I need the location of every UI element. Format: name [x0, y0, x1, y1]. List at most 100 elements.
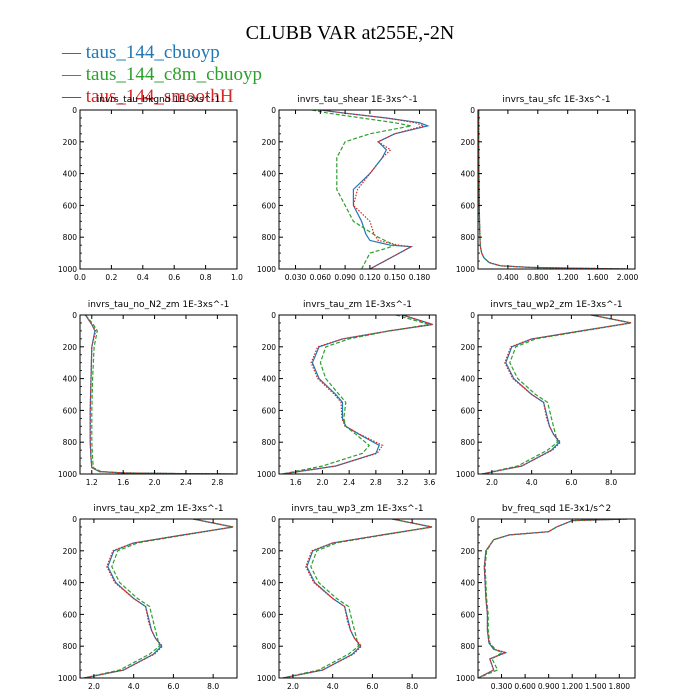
panel-title: invrs_tau_shear 1E-3xs^-1: [297, 95, 418, 105]
y-tick-label: 200: [262, 343, 277, 352]
series-line-taus-144-c8m-cbuoyp: [481, 315, 632, 474]
x-tick-label: 1.600: [587, 273, 609, 282]
x-tick-label: 2.000: [617, 273, 639, 282]
series-line-taus-144-smoothH: [282, 315, 433, 474]
x-tick-label: 0.150: [384, 273, 406, 282]
x-tick-label: 0.180: [409, 273, 431, 282]
panel-9: bv_freq_sqd 1E-3x1/s^2 0 200 400 600 800 1000 0…: [456, 504, 636, 691]
x-tick-label: 4.0: [327, 682, 339, 691]
x-tick-label: 2.0: [287, 682, 299, 691]
series-line-taus-144-smoothH: [84, 315, 234, 474]
y-tick-label: 400: [461, 375, 476, 384]
legend-marker-smoothh: —: [62, 86, 86, 107]
y-tick-label: 0: [72, 311, 77, 320]
y-tick-label: 200: [262, 547, 277, 556]
y-tick-label: 200: [461, 343, 476, 352]
series-line-taus-144-c8m-cbuoyp: [478, 110, 628, 269]
x-tick-label: 2.0: [88, 682, 100, 691]
panel-title: invrs_tau_xp2_zm 1E-3xs^-1: [93, 504, 223, 514]
panel-8: invrs_tau_wp3_zm 1E-3xs^-1 0 200 400 600 800 1…: [257, 504, 437, 691]
y-tick-label: 600: [461, 201, 476, 210]
x-tick-label: 3.2: [397, 478, 409, 487]
x-tick-label: 0.060: [310, 273, 332, 282]
y-tick-label: 600: [461, 610, 476, 619]
series-line-taus-144-smoothH: [481, 315, 632, 474]
x-tick-label: 4.0: [128, 682, 140, 691]
x-tick-label: 2.4: [180, 478, 192, 487]
y-tick-label: 600: [461, 406, 476, 415]
plot-frame: [278, 314, 437, 475]
x-tick-label: 8.0: [605, 478, 617, 487]
panel-6: invrs_tau_wp2_zm 1E-3xs^-1 0 200 400 600 800 1…: [456, 300, 636, 487]
x-tick-label: 0.6: [168, 273, 180, 282]
series-line-taus-144-smoothH: [478, 519, 628, 678]
plot-frame: [278, 518, 437, 679]
x-tick-label: 6.0: [366, 682, 378, 691]
y-tick-label: 0: [470, 106, 475, 115]
y-tick-label: 800: [262, 438, 277, 447]
panel-5: invrs_tau_zm 1E-3xs^-1 0 200 400 600 800 1000 1…: [257, 300, 437, 487]
series-line-taus-144-smoothH: [320, 110, 426, 269]
x-tick-label: 0.090: [334, 273, 356, 282]
series-line-taus-144-cbuoyp: [478, 519, 628, 678]
y-tick-label: 200: [63, 547, 78, 556]
x-tick-label: 0.900: [538, 682, 560, 691]
y-tick-label: 1000: [456, 265, 475, 274]
panel-title: invrs_tau_bkgnd 1E-3xs^-1: [97, 95, 221, 105]
x-tick-label: 4.0: [526, 478, 538, 487]
y-tick-label: 400: [461, 170, 476, 179]
legend-entry-smoothh: — taus_144_smoothH: [62, 86, 234, 108]
x-tick-label: 1.500: [585, 682, 607, 691]
y-tick-label: 1000: [456, 674, 475, 683]
y-tick-label: 1000: [58, 674, 77, 683]
series-line-taus-144-smoothH: [282, 519, 433, 678]
series-line-taus-144-cbuoyp: [83, 519, 234, 678]
series-line-taus-144-c8m-cbuoyp: [282, 519, 433, 678]
panel-7: invrs_tau_xp2_zm 1E-3xs^-1 0 200 400 600 800 1…: [58, 504, 238, 691]
x-tick-label: 2.4: [343, 478, 355, 487]
y-tick-label: 400: [262, 579, 277, 588]
y-tick-label: 800: [461, 642, 476, 651]
y-tick-label: 1000: [58, 470, 77, 479]
y-tick-label: 600: [262, 406, 277, 415]
panel-title: bv_freq_sqd 1E-3x1/s^2: [502, 504, 611, 514]
x-tick-label: 8.0: [207, 682, 219, 691]
x-tick-label: 2.0: [486, 478, 498, 487]
panel-title: invrs_tau_wp3_zm 1E-3xs^-1: [291, 504, 423, 514]
y-tick-label: 600: [262, 201, 277, 210]
x-tick-label: 0.800: [527, 273, 549, 282]
plot-frame: [79, 314, 238, 475]
panel-3: invrs_tau_sfc 1E-3xs^-1 0 200 400 600 800 1000…: [456, 95, 639, 282]
series-line-taus-144-c8m-cbuoyp: [83, 519, 234, 678]
legend-entry-cbuoyp: — taus_144_cbuoyp: [62, 42, 220, 64]
series-line-taus-144-cbuoyp: [481, 315, 632, 474]
series-line-taus-144-c8m-cbuoyp: [311, 110, 412, 269]
x-tick-label: 0.400: [497, 273, 519, 282]
chart-title: CLUBB VAR at255E,-2N: [245, 22, 455, 44]
x-tick-label: 1.800: [609, 682, 631, 691]
series-line-taus-144-cbuoyp: [282, 315, 433, 474]
legend-marker-c8m-cbuoyp: —: [62, 64, 86, 85]
x-tick-label: 0.300: [491, 682, 513, 691]
series-line-taus-144-cbuoyp: [84, 315, 234, 474]
y-tick-label: 200: [63, 343, 78, 352]
x-tick-label: 2.0: [149, 478, 161, 487]
y-tick-label: 400: [63, 579, 78, 588]
x-tick-label: 0.4: [137, 273, 149, 282]
y-tick-label: 0: [470, 515, 475, 524]
legend-entry-c8m-cbuoyp: — taus_144_c8m_cbuoyp: [62, 64, 262, 86]
series-line-taus-144-smoothH: [478, 110, 628, 269]
y-tick-label: 200: [63, 138, 78, 147]
y-tick-label: 800: [461, 438, 476, 447]
plot-frame: [477, 314, 636, 475]
series-line-taus-144-cbuoyp: [478, 110, 628, 269]
y-tick-label: 400: [63, 375, 78, 384]
y-tick-label: 1000: [456, 470, 475, 479]
legend-marker-cbuoyp: —: [62, 42, 86, 63]
panel-title: invrs_tau_no_N2_zm 1E-3xs^-1: [88, 300, 230, 310]
y-tick-label: 200: [262, 138, 277, 147]
x-tick-label: 0.030: [285, 273, 307, 282]
x-tick-label: 2.8: [211, 478, 223, 487]
panel-1: invrs_tau_bkgnd 1E-3xs^-1 0 200 400 600 800 10…: [58, 95, 243, 282]
x-tick-label: 0.8: [200, 273, 212, 282]
